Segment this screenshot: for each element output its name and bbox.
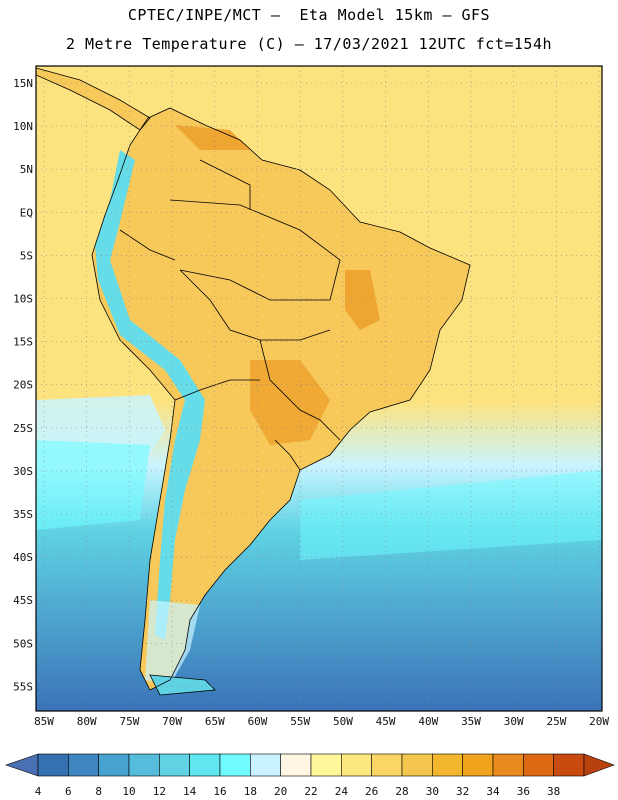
latitude-label: 40S — [13, 551, 33, 564]
colorbar-swatch — [219, 753, 251, 777]
andes-cold-ridge — [95, 150, 205, 640]
colorbar-swatch — [128, 753, 160, 777]
longitude-label: 45W — [376, 715, 396, 728]
longitude-label: 40W — [418, 715, 438, 728]
country-borders — [36, 67, 471, 691]
latitude-label: 45S — [13, 594, 33, 607]
latitude-label: 10S — [13, 293, 33, 306]
latitude-label: 50S — [13, 637, 33, 650]
colorbar-swatch — [462, 753, 494, 777]
latitude-labels: 15N 10N 5N EQ 5S 10S 15S 20S 25S 30S 35S 40S 45S 50S 5… — [13, 77, 33, 693]
latitude-label: 35S — [13, 508, 33, 521]
colorbar-swatch — [523, 753, 554, 777]
colorbar-swatch — [250, 753, 281, 777]
chart-title-line-2: 2 Metre Temperature (C) – 17/03/2021 12U… — [65, 35, 553, 53]
colorbar-tick-label: 6 — [65, 785, 72, 798]
longitude-label: 30W — [504, 715, 524, 728]
colorbar-tick-label: 22 — [304, 785, 317, 798]
colorbar-swatch — [371, 753, 403, 777]
colorbar-tick-label: 12 — [153, 785, 166, 798]
latitude-label: 5S — [20, 249, 33, 262]
colorbar-swatch — [68, 753, 99, 777]
cold-band-pacific — [36, 440, 150, 530]
colorbar-tick-label: 14 — [183, 785, 197, 798]
chart-title-line-1: CPTEC/INPE/MCT – Eta Model 15km – GFS — [127, 6, 491, 24]
longitude-label: 85W — [34, 715, 54, 728]
colorbar-tick-label: 28 — [395, 785, 408, 798]
latitude-label: 55S — [13, 680, 33, 693]
latitude-label: 15S — [13, 336, 33, 349]
colorbar-swatch — [280, 753, 312, 777]
longitude-labels: 85W 80W 75W 70W 65W 60W 55W 50W 45W 40W 35W 30W 25W 2… — [34, 715, 609, 728]
longitude-label: 50W — [333, 715, 353, 728]
colorbar-tick-label: 18 — [244, 785, 257, 798]
latitude-label: 20S — [13, 379, 33, 392]
longitude-label: 80W — [77, 715, 97, 728]
longitude-label: 35W — [461, 715, 481, 728]
colorbar-swatch — [553, 753, 585, 777]
colorbar-tick-label: 30 — [426, 785, 439, 798]
colorbar-tick-label: 16 — [213, 785, 226, 798]
longitude-label: 60W — [248, 715, 268, 728]
colorbar-swatch — [492, 753, 524, 777]
latitude-label: 30S — [13, 465, 33, 478]
latitude-label: 10N — [13, 120, 33, 133]
colorbar-tick-label: 20 — [274, 785, 287, 798]
longitude-label: 75W — [119, 715, 139, 728]
latitude-label: 5N — [20, 163, 33, 176]
longitude-label: 65W — [205, 715, 225, 728]
colorbar-swatch — [401, 753, 433, 777]
tierra-del-fuego — [149, 674, 216, 696]
colorbar-swatch — [432, 753, 463, 777]
colorbar-swatch — [341, 753, 372, 777]
colorbar-tick-label: 8 — [95, 785, 102, 798]
cold-band-atlantic — [300, 470, 602, 560]
colorbar-swatch — [37, 753, 69, 777]
colorbar-tick-label: 4 — [35, 785, 42, 798]
colorbar-high-arrow — [583, 753, 615, 777]
colorbar-tick-label: 34 — [486, 785, 500, 798]
longitude-label: 25W — [546, 715, 566, 728]
hot-region-venezuela — [175, 125, 250, 150]
colorbar-tick-label: 24 — [335, 785, 349, 798]
colorbar-tick-label: 32 — [456, 785, 469, 798]
hot-region-paraguay — [250, 360, 330, 445]
latitude-label: 25S — [13, 422, 33, 435]
longitude-label: 70W — [162, 715, 182, 728]
latitude-label: EQ — [20, 206, 33, 219]
colorbar-swatch — [159, 753, 190, 777]
central-america-land — [36, 68, 150, 130]
colorbar-swatch — [310, 753, 342, 777]
longitude-label: 20W — [589, 715, 609, 728]
colorbar-swatch — [98, 753, 130, 777]
longitude-label: 55W — [290, 715, 310, 728]
map-frame — [35, 65, 603, 712]
colorbar: 4 6 8 10 12 14 16 18 20 22 24 26 28 30 32 34 36 38 — [5, 753, 615, 798]
colorbar-tick-label: 38 — [547, 785, 560, 798]
latitude-label: 15N — [13, 77, 33, 90]
colorbar-low-arrow — [5, 753, 39, 777]
hot-region-central-brazil — [345, 270, 380, 330]
colorbar-tick-label: 36 — [517, 785, 530, 798]
colorbar-swatch — [189, 753, 221, 777]
patagonia-cool — [145, 600, 200, 685]
colorbar-tick-label: 10 — [122, 785, 135, 798]
colorbar-tick-label: 26 — [365, 785, 378, 798]
